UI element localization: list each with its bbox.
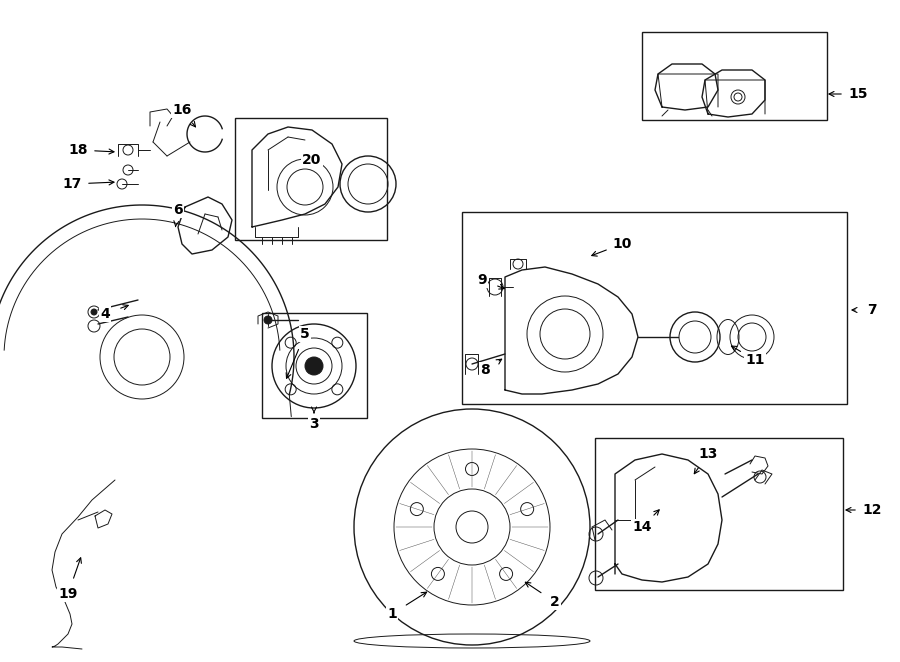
Bar [235,118,387,240]
Circle shape [305,357,323,375]
Text: 15: 15 [848,87,868,101]
Bar [262,313,367,418]
Text: 10: 10 [612,237,632,251]
Text: 3: 3 [310,417,319,431]
Bar [462,212,847,404]
Text: 8: 8 [480,363,490,377]
Circle shape [91,309,97,315]
Text: 9: 9 [477,273,487,287]
Text: 2: 2 [550,595,560,609]
Bar [642,32,827,120]
Text: 16: 16 [172,103,192,117]
Text: 17: 17 [62,177,82,191]
Text: 4: 4 [100,307,110,321]
Text: 19: 19 [58,587,77,601]
Text: 11: 11 [745,353,765,367]
Text: 6: 6 [173,203,183,217]
Text: 18: 18 [68,143,88,157]
Text: 20: 20 [302,153,321,167]
Text: 13: 13 [698,447,717,461]
Text: 12: 12 [862,503,882,517]
Bar [595,438,843,590]
Text: 1: 1 [387,607,397,621]
Text: 14: 14 [632,520,652,534]
Text: 5: 5 [300,327,310,341]
Text: 7: 7 [868,303,877,317]
Circle shape [264,316,272,324]
